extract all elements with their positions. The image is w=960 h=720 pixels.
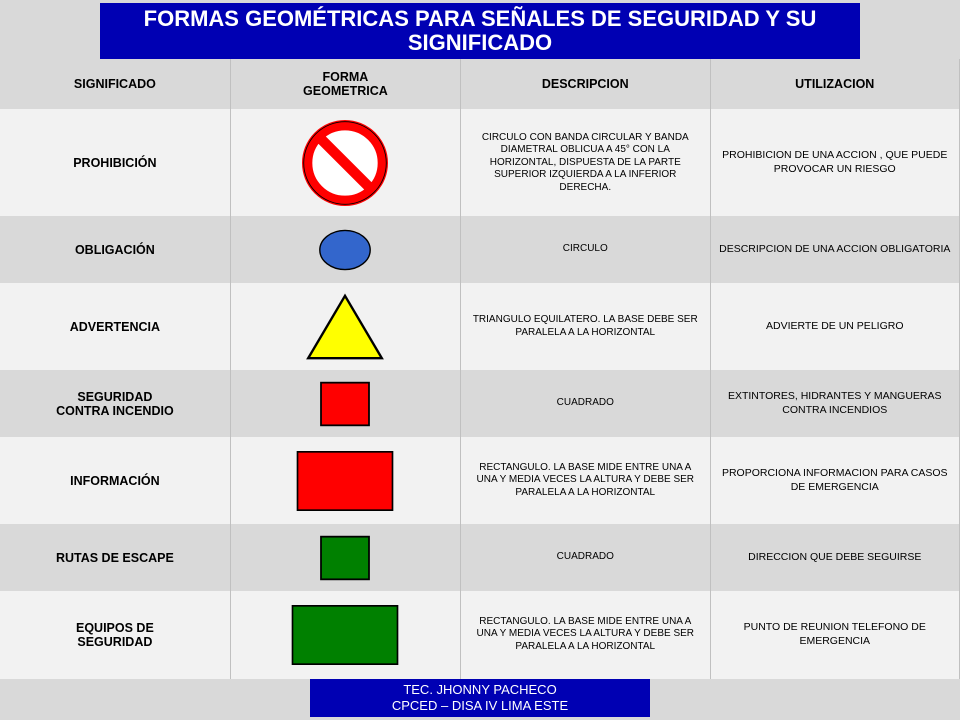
slide-footer: TEC. JHONNY PACHECO CPCED – DISA IV LIMA… [310, 679, 650, 718]
desc-obligacion: CIRCULO [461, 216, 710, 282]
table-row: OBLIGACIÓN CIRCULO DESCRIPCION DE UNA AC… [0, 216, 960, 282]
sig-incendio-l2: CONTRA INCENDIO [8, 404, 222, 418]
col-forma-l2: GEOMETRICA [239, 84, 452, 98]
desc-prohibicion: CIRCULO CON BANDA CIRCULAR Y BANDA DIAME… [461, 109, 710, 216]
desc-equipos: RECTANGULO. LA BASE MIDE ENTRE UNA A UNA… [461, 591, 710, 679]
col-forma: FORMA GEOMETRICA [230, 59, 460, 109]
col-descripcion: DESCRIPCION [461, 59, 710, 109]
shape-obligation-icon [230, 216, 460, 282]
sig-obligacion: OBLIGACIÓN [0, 216, 230, 282]
desc-advertencia: TRIANGULO EQUILATERO. LA BASE DEBE SER P… [461, 283, 710, 371]
sig-equipos-l1: EQUIPOS DE [8, 621, 222, 635]
sig-prohibicion: PROHIBICIÓN [0, 109, 230, 216]
col-utilizacion: UTILIZACION [710, 59, 960, 109]
shape-prohibition-icon [230, 109, 460, 216]
table-row: EQUIPOS DE SEGURIDAD RECTANGULO. LA BASE… [0, 591, 960, 679]
util-equipos: PUNTO DE REUNION TELEFONO DE EMERGENCIA [710, 591, 960, 679]
shape-info-rect-icon [230, 437, 460, 525]
shape-fire-square-icon [230, 370, 460, 436]
util-obligacion: DESCRIPCION DE UNA ACCION OBLIGATORIA [710, 216, 960, 282]
table-row: RUTAS DE ESCAPE CUADRADO DIRECCION QUE D… [0, 524, 960, 590]
sig-equipos: EQUIPOS DE SEGURIDAD [0, 591, 230, 679]
sig-equipos-l2: SEGURIDAD [8, 635, 222, 649]
desc-incendio: CUADRADO [461, 370, 710, 436]
table-row: SEGURIDAD CONTRA INCENDIO CUADRADO EXTIN… [0, 370, 960, 436]
desc-informacion: RECTANGULO. LA BASE MIDE ENTRE UNA A UNA… [461, 437, 710, 525]
safety-shapes-table: SIGNIFICADO FORMA GEOMETRICA DESCRIPCION… [0, 59, 960, 678]
table-row: ADVERTENCIA TRIANGULO EQUILATERO. LA BAS… [0, 283, 960, 371]
slide: FORMAS GEOMÉTRICAS PARA SEÑALES DE SEGUR… [0, 0, 960, 720]
shape-escape-square-icon [230, 524, 460, 590]
sig-informacion: INFORMACIÓN [0, 437, 230, 525]
util-advertencia: ADVIERTE DE UN PELIGRO [710, 283, 960, 371]
footer-org: CPCED – DISA IV LIMA ESTE [318, 698, 642, 714]
desc-rutas: CUADRADO [461, 524, 710, 590]
sig-rutas: RUTAS DE ESCAPE [0, 524, 230, 590]
shape-warning-icon [230, 283, 460, 371]
col-significado: SIGNIFICADO [0, 59, 230, 109]
table-row: PROHIBICIÓN CIRCULO CON BANDA CIRCULAR Y… [0, 109, 960, 216]
col-forma-l1: FORMA [239, 70, 452, 84]
slide-title: FORMAS GEOMÉTRICAS PARA SEÑALES DE SEGUR… [100, 3, 860, 59]
util-rutas: DIRECCION QUE DEBE SEGUIRSE [710, 524, 960, 590]
sig-incendio: SEGURIDAD CONTRA INCENDIO [0, 370, 230, 436]
table-header-row: SIGNIFICADO FORMA GEOMETRICA DESCRIPCION… [0, 59, 960, 109]
table-row: INFORMACIÓN RECTANGULO. LA BASE MIDE ENT… [0, 437, 960, 525]
util-informacion: PROPORCIONA INFORMACION PARA CASOS DE EM… [710, 437, 960, 525]
shape-equip-rect-icon [230, 591, 460, 679]
sig-incendio-l1: SEGURIDAD [8, 390, 222, 404]
footer-author: TEC. JHONNY PACHECO [318, 682, 642, 698]
sig-advertencia: ADVERTENCIA [0, 283, 230, 371]
util-incendio: EXTINTORES, HIDRANTES Y MANGUERAS CONTRA… [710, 370, 960, 436]
util-prohibicion: PROHIBICION DE UNA ACCION , QUE PUEDE PR… [710, 109, 960, 216]
